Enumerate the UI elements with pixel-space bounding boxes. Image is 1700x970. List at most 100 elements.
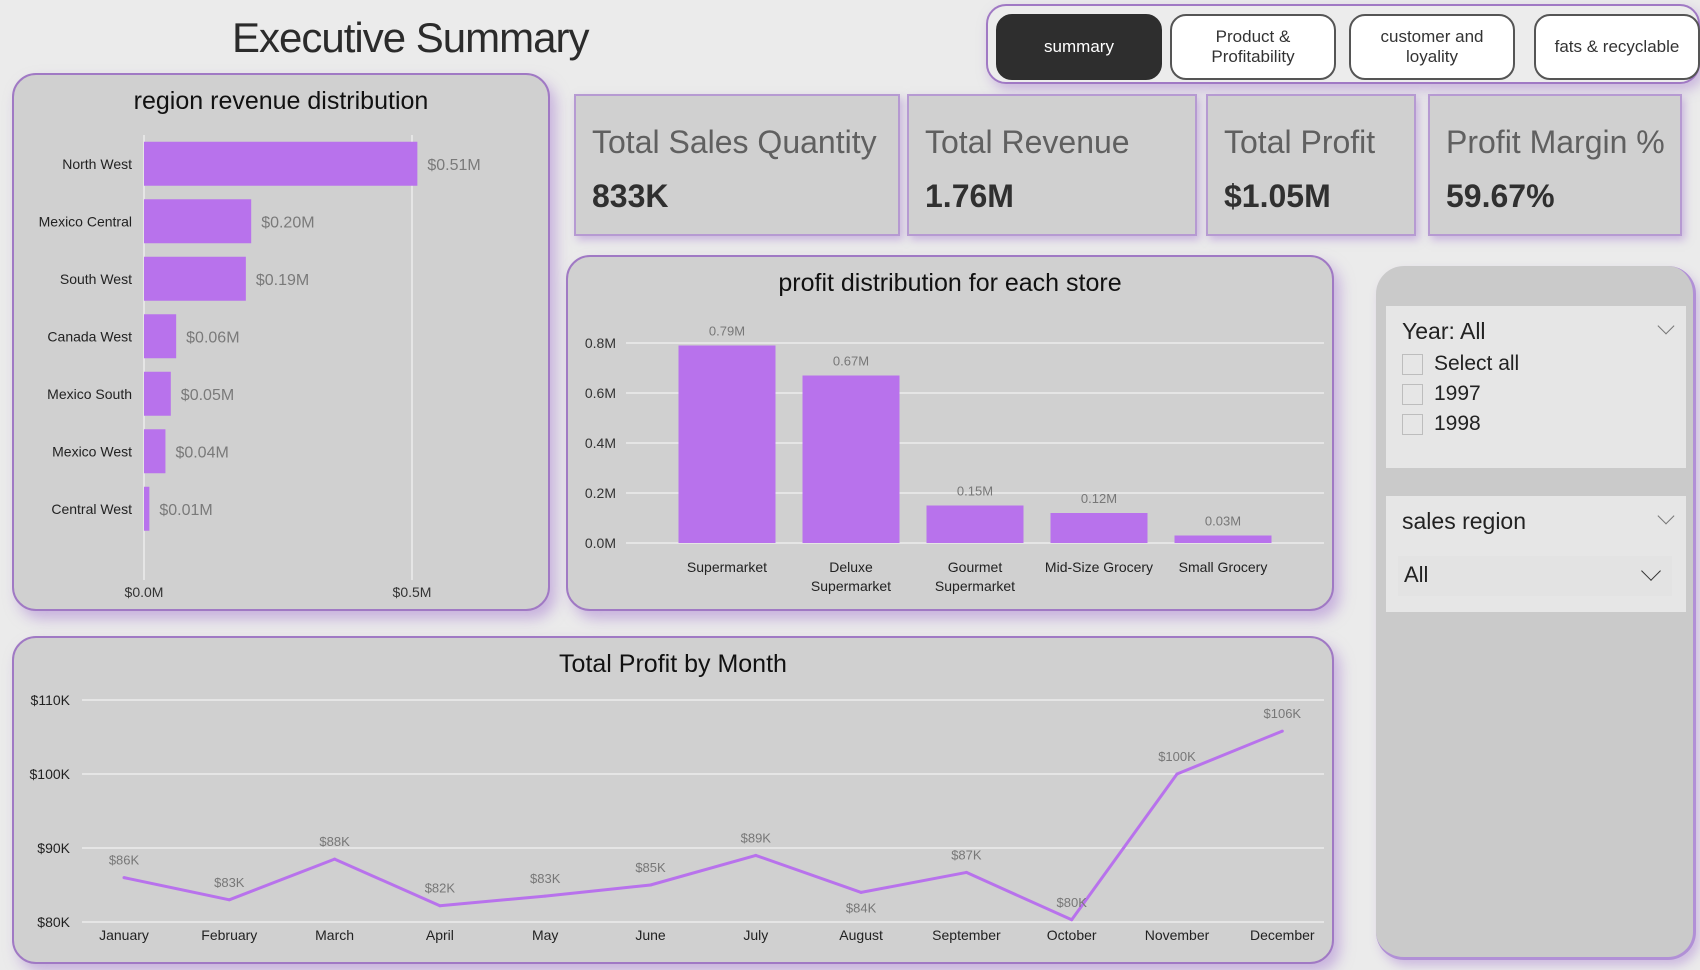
data-point xyxy=(649,883,652,887)
category-label: Small Grocery xyxy=(1179,559,1268,575)
nav-button-customer-loyality[interactable]: customer and loyality xyxy=(1349,14,1515,80)
y-tick-label: $110K xyxy=(31,692,71,708)
month-chart-title: Total Profit by Month xyxy=(559,650,787,678)
sales-region-slicer: sales region All xyxy=(1386,496,1686,612)
data-label: $85K xyxy=(635,860,666,875)
category-label: Mexico South xyxy=(47,386,132,402)
category-label: Mexico West xyxy=(52,443,132,459)
data-label: $86K xyxy=(109,853,140,868)
region-chart-title: region revenue distribution xyxy=(133,87,429,115)
nav-button-product-profitability[interactable]: Product & Profitability xyxy=(1170,14,1336,80)
data-label: $0.20M xyxy=(261,214,314,231)
page-title: Executive Summary xyxy=(232,14,589,61)
y-tick-label: 0.6M xyxy=(585,385,616,401)
year-option-select-all[interactable]: Select all xyxy=(1402,352,1519,376)
data-label: $0.06M xyxy=(186,329,239,346)
category-label: South West xyxy=(60,271,132,287)
chevron-down-icon[interactable] xyxy=(1657,317,1675,335)
option-label: 1998 xyxy=(1434,412,1481,435)
category-label: Deluxe xyxy=(829,559,873,575)
chevron-down-icon[interactable] xyxy=(1657,507,1675,525)
x-tick-label: November xyxy=(1145,927,1210,943)
year-option-1997[interactable]: 1997 xyxy=(1402,382,1481,406)
category-label: Central West xyxy=(51,501,132,517)
bar xyxy=(1174,535,1272,543)
data-point xyxy=(1070,918,1074,922)
category-label: North West xyxy=(62,156,132,172)
data-label: $0.51M xyxy=(427,157,480,174)
store-profit-card: profit distribution for each store 0.0M 0… xyxy=(566,255,1334,611)
y-tick-label: $100K xyxy=(30,766,71,782)
x-tick-label: October xyxy=(1047,927,1097,943)
kpi-value: 59.67% xyxy=(1446,178,1555,214)
y-tick-label: 0.8M xyxy=(585,335,616,351)
bar xyxy=(144,429,166,474)
data-label: $100K xyxy=(1158,749,1196,764)
data-point xyxy=(1280,729,1284,733)
checkbox[interactable] xyxy=(1402,353,1423,375)
sales-region-dropdown[interactable]: All xyxy=(1398,556,1672,596)
data-label: $0.19M xyxy=(256,272,309,289)
data-point xyxy=(122,876,126,880)
kpi-total-profit: Total Profit $1.05M xyxy=(1206,94,1416,236)
kpi-value: 833K xyxy=(592,178,669,214)
data-point xyxy=(543,894,547,898)
bar xyxy=(678,345,776,543)
region-revenue-card: region revenue distribution $0.0M $0.5M No… xyxy=(12,73,550,611)
x-tick-label: December xyxy=(1250,927,1315,943)
data-point xyxy=(754,853,758,857)
bar xyxy=(144,371,171,416)
year-slicer-header: Year: All xyxy=(1402,318,1486,344)
category-label: Supermarket xyxy=(687,559,767,575)
bar xyxy=(144,141,418,186)
kpi-total-sales-quantity: Total Sales Quantity 833K xyxy=(574,94,900,236)
kpi-label: Profit Margin % xyxy=(1446,124,1665,160)
category-label: Canada West xyxy=(47,328,132,344)
year-option-1998[interactable]: 1998 xyxy=(1402,412,1481,436)
bar xyxy=(144,314,177,359)
x-tick-label: March xyxy=(315,927,354,943)
year-slicer: Year: All Select all 1997 1998 xyxy=(1386,306,1686,468)
monthly-profit-card: Total Profit by Month $80K $90K $100K $110K… xyxy=(12,636,1334,964)
y-tick-label: $90K xyxy=(37,840,70,856)
data-label: $106K xyxy=(1264,706,1302,721)
category-label: Supermarket xyxy=(935,578,1015,594)
data-label: 0.03M xyxy=(1205,514,1241,529)
data-label: $87K xyxy=(951,847,982,862)
x-tick-label: January xyxy=(99,927,149,943)
data-label: 0.67M xyxy=(833,354,869,369)
store-chart-title: profit distribution for each store xyxy=(778,269,1122,297)
y-tick-label: 0.2M xyxy=(585,485,616,501)
data-label: $82K xyxy=(425,881,456,896)
x-tick-label: February xyxy=(201,927,257,943)
profit-line xyxy=(123,729,1283,922)
y-tick-label: 0.4M xyxy=(585,435,616,451)
data-label: $83K xyxy=(214,875,245,890)
y-tick-label: 0.0M xyxy=(585,535,616,551)
data-label: $84K xyxy=(846,900,877,915)
bar xyxy=(144,486,150,531)
kpi-total-revenue: Total Revenue 1.76M xyxy=(907,94,1197,236)
nav-button-summary[interactable]: summary xyxy=(996,14,1162,80)
chevron-down-icon[interactable] xyxy=(1641,561,1661,581)
x-tick-label: September xyxy=(932,927,1001,943)
data-label: 0.12M xyxy=(1081,491,1117,506)
bar xyxy=(144,256,246,301)
region-revenue-chart: $0.0M $0.5M North West $0.51M Mexico Central… xyxy=(39,135,481,600)
sales-region-header: sales region xyxy=(1402,508,1527,534)
data-point xyxy=(227,898,231,902)
x-tick-label: July xyxy=(743,927,768,943)
data-label: $89K xyxy=(741,830,772,845)
data-point xyxy=(1175,772,1179,776)
bar xyxy=(1050,513,1148,543)
bar xyxy=(926,505,1024,543)
checkbox[interactable] xyxy=(1402,413,1423,435)
checkbox[interactable] xyxy=(1402,383,1423,405)
data-point xyxy=(438,904,442,908)
option-label: Select all xyxy=(1434,352,1520,375)
monthly-profit-chart: $80K $90K $100K $110K $86K January $83K Februar… xyxy=(30,692,1324,943)
x-tick-label: June xyxy=(635,927,666,943)
data-label: $0.05M xyxy=(181,387,234,404)
nav-button-fats-recyclable[interactable]: fats & recyclable xyxy=(1534,14,1700,80)
bar xyxy=(802,375,900,543)
